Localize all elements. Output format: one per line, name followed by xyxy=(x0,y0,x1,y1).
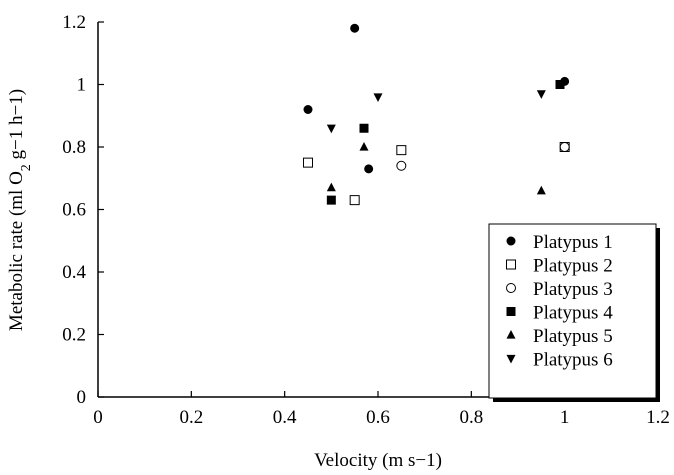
y-tick-label: 0.4 xyxy=(62,262,86,283)
data-point-platypus-2 xyxy=(396,145,407,156)
legend-label: Platypus 5 xyxy=(533,326,613,347)
x-tick-label: 0.4 xyxy=(273,407,297,428)
legend-marker-platypus-3 xyxy=(506,283,516,293)
data-point-platypus-4 xyxy=(359,123,369,133)
legend-marker-platypus-6 xyxy=(506,354,516,364)
x-tick-label: 1 xyxy=(560,407,570,428)
data-point-platypus-6 xyxy=(373,93,383,102)
x-tick-label: 0.6 xyxy=(366,407,390,428)
x-tick-label: 0 xyxy=(93,407,103,428)
data-point-platypus-6 xyxy=(536,90,546,99)
data-point-platypus-5 xyxy=(359,142,369,151)
x-tick-label: 0.2 xyxy=(179,407,203,428)
legend-label: Platypus 1 xyxy=(533,232,613,253)
y-tick-label: 0.2 xyxy=(62,325,86,346)
data-point-platypus-1 xyxy=(303,105,313,114)
legend-label: Platypus 6 xyxy=(533,350,613,371)
y-axis-label: Metabolic rate (ml O2 g−1 h−1) xyxy=(6,89,34,331)
x-tick-label: 1.2 xyxy=(646,407,670,428)
y-axis-ticks: 0 0.2 0.4 0.6 0.8 1 1.2 xyxy=(62,12,104,408)
data-point-platypus-1 xyxy=(350,23,360,33)
data-point-platypus-2 xyxy=(303,157,313,168)
legend-marker-platypus-1 xyxy=(506,236,516,246)
legend-label: Platypus 4 xyxy=(533,303,613,324)
data-point-platypus-2 xyxy=(349,195,360,206)
x-axis-ticks: 0 0.2 0.4 0.6 0.8 1 1.2 xyxy=(93,391,670,428)
legend-label: Platypus 2 xyxy=(533,256,613,277)
legend-label: Platypus 3 xyxy=(533,279,613,300)
legend-marker-platypus-5 xyxy=(506,330,516,339)
y-tick-label: 1 xyxy=(77,75,87,96)
y-tick-label: 0.8 xyxy=(62,137,86,158)
data-points xyxy=(303,23,570,206)
y-tick-label: 0.6 xyxy=(62,200,86,221)
data-point-platypus-4 xyxy=(326,195,336,205)
legend-box xyxy=(488,223,657,399)
data-point-platypus-6 xyxy=(326,124,336,134)
data-point-platypus-5 xyxy=(536,185,546,195)
y-tick-label: 1.2 xyxy=(62,12,86,33)
x-axis-label: Velocity (m s−1) xyxy=(314,450,442,471)
data-point-platypus-5 xyxy=(326,182,336,192)
y-tick-label: 0 xyxy=(77,387,87,408)
x-tick-label: 0.8 xyxy=(459,407,483,428)
data-point-platypus-1 xyxy=(364,164,374,174)
legend-marker-platypus-2 xyxy=(506,259,516,270)
legend-marker-platypus-4 xyxy=(506,307,516,316)
data-point-platypus-3 xyxy=(559,142,570,152)
data-point-platypus-4 xyxy=(555,80,565,89)
data-point-platypus-3 xyxy=(396,160,407,171)
